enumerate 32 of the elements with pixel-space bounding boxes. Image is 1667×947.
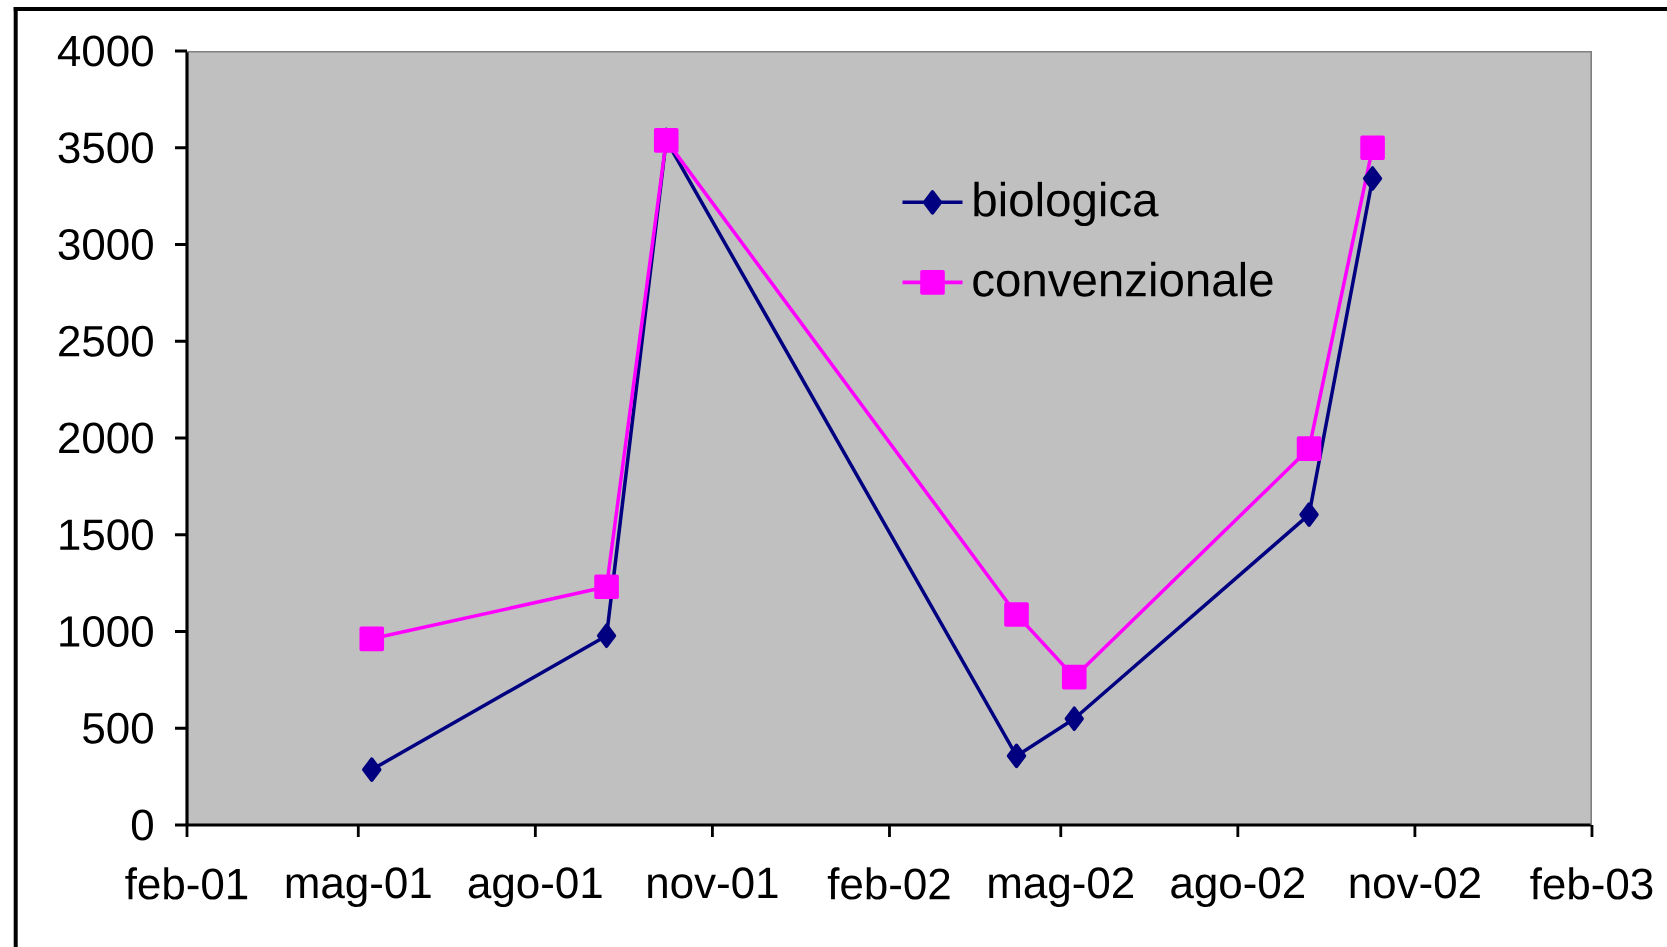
point — [1064, 706, 1084, 732]
x-tick-label: feb-01 — [125, 867, 248, 900]
point — [1299, 502, 1319, 527]
point — [594, 574, 619, 600]
x-tick-label: ago-02 — [1171, 867, 1304, 908]
y-tick-label: 1500 — [60, 519, 153, 551]
point — [596, 623, 617, 649]
legend-label: convenzionale — [973, 261, 1273, 297]
point — [1360, 135, 1385, 161]
point — [1296, 436, 1322, 461]
x-tick-label: nov-01 — [648, 867, 778, 899]
y-tick-label: 500 — [83, 712, 153, 744]
point — [359, 626, 385, 652]
x-tick-label: feb-03 — [1530, 867, 1653, 900]
y-tick-label: 3500 — [58, 132, 153, 164]
y-tick-label: 4000 — [57, 35, 153, 67]
x-tick-label: mag-02 — [989, 867, 1134, 908]
y-tick-label: 0 — [131, 809, 153, 841]
point — [1061, 664, 1087, 690]
point — [1006, 743, 1027, 769]
y-tick-label: 1000 — [60, 615, 153, 648]
y-tick-label: 2000 — [59, 422, 153, 454]
point — [362, 757, 382, 782]
point — [1004, 602, 1029, 627]
x-tick-label: nov-02 — [1350, 867, 1480, 899]
x-tick-label: feb-02 — [827, 867, 950, 900]
x-tick-label: ago-01 — [468, 867, 602, 908]
y-tick-label: 2500 — [59, 325, 153, 357]
point — [1362, 166, 1383, 191]
legend-label: biologica — [974, 181, 1159, 227]
y-tick-label: 3000 — [58, 228, 153, 261]
x-tick-label: mag-01 — [286, 867, 431, 908]
